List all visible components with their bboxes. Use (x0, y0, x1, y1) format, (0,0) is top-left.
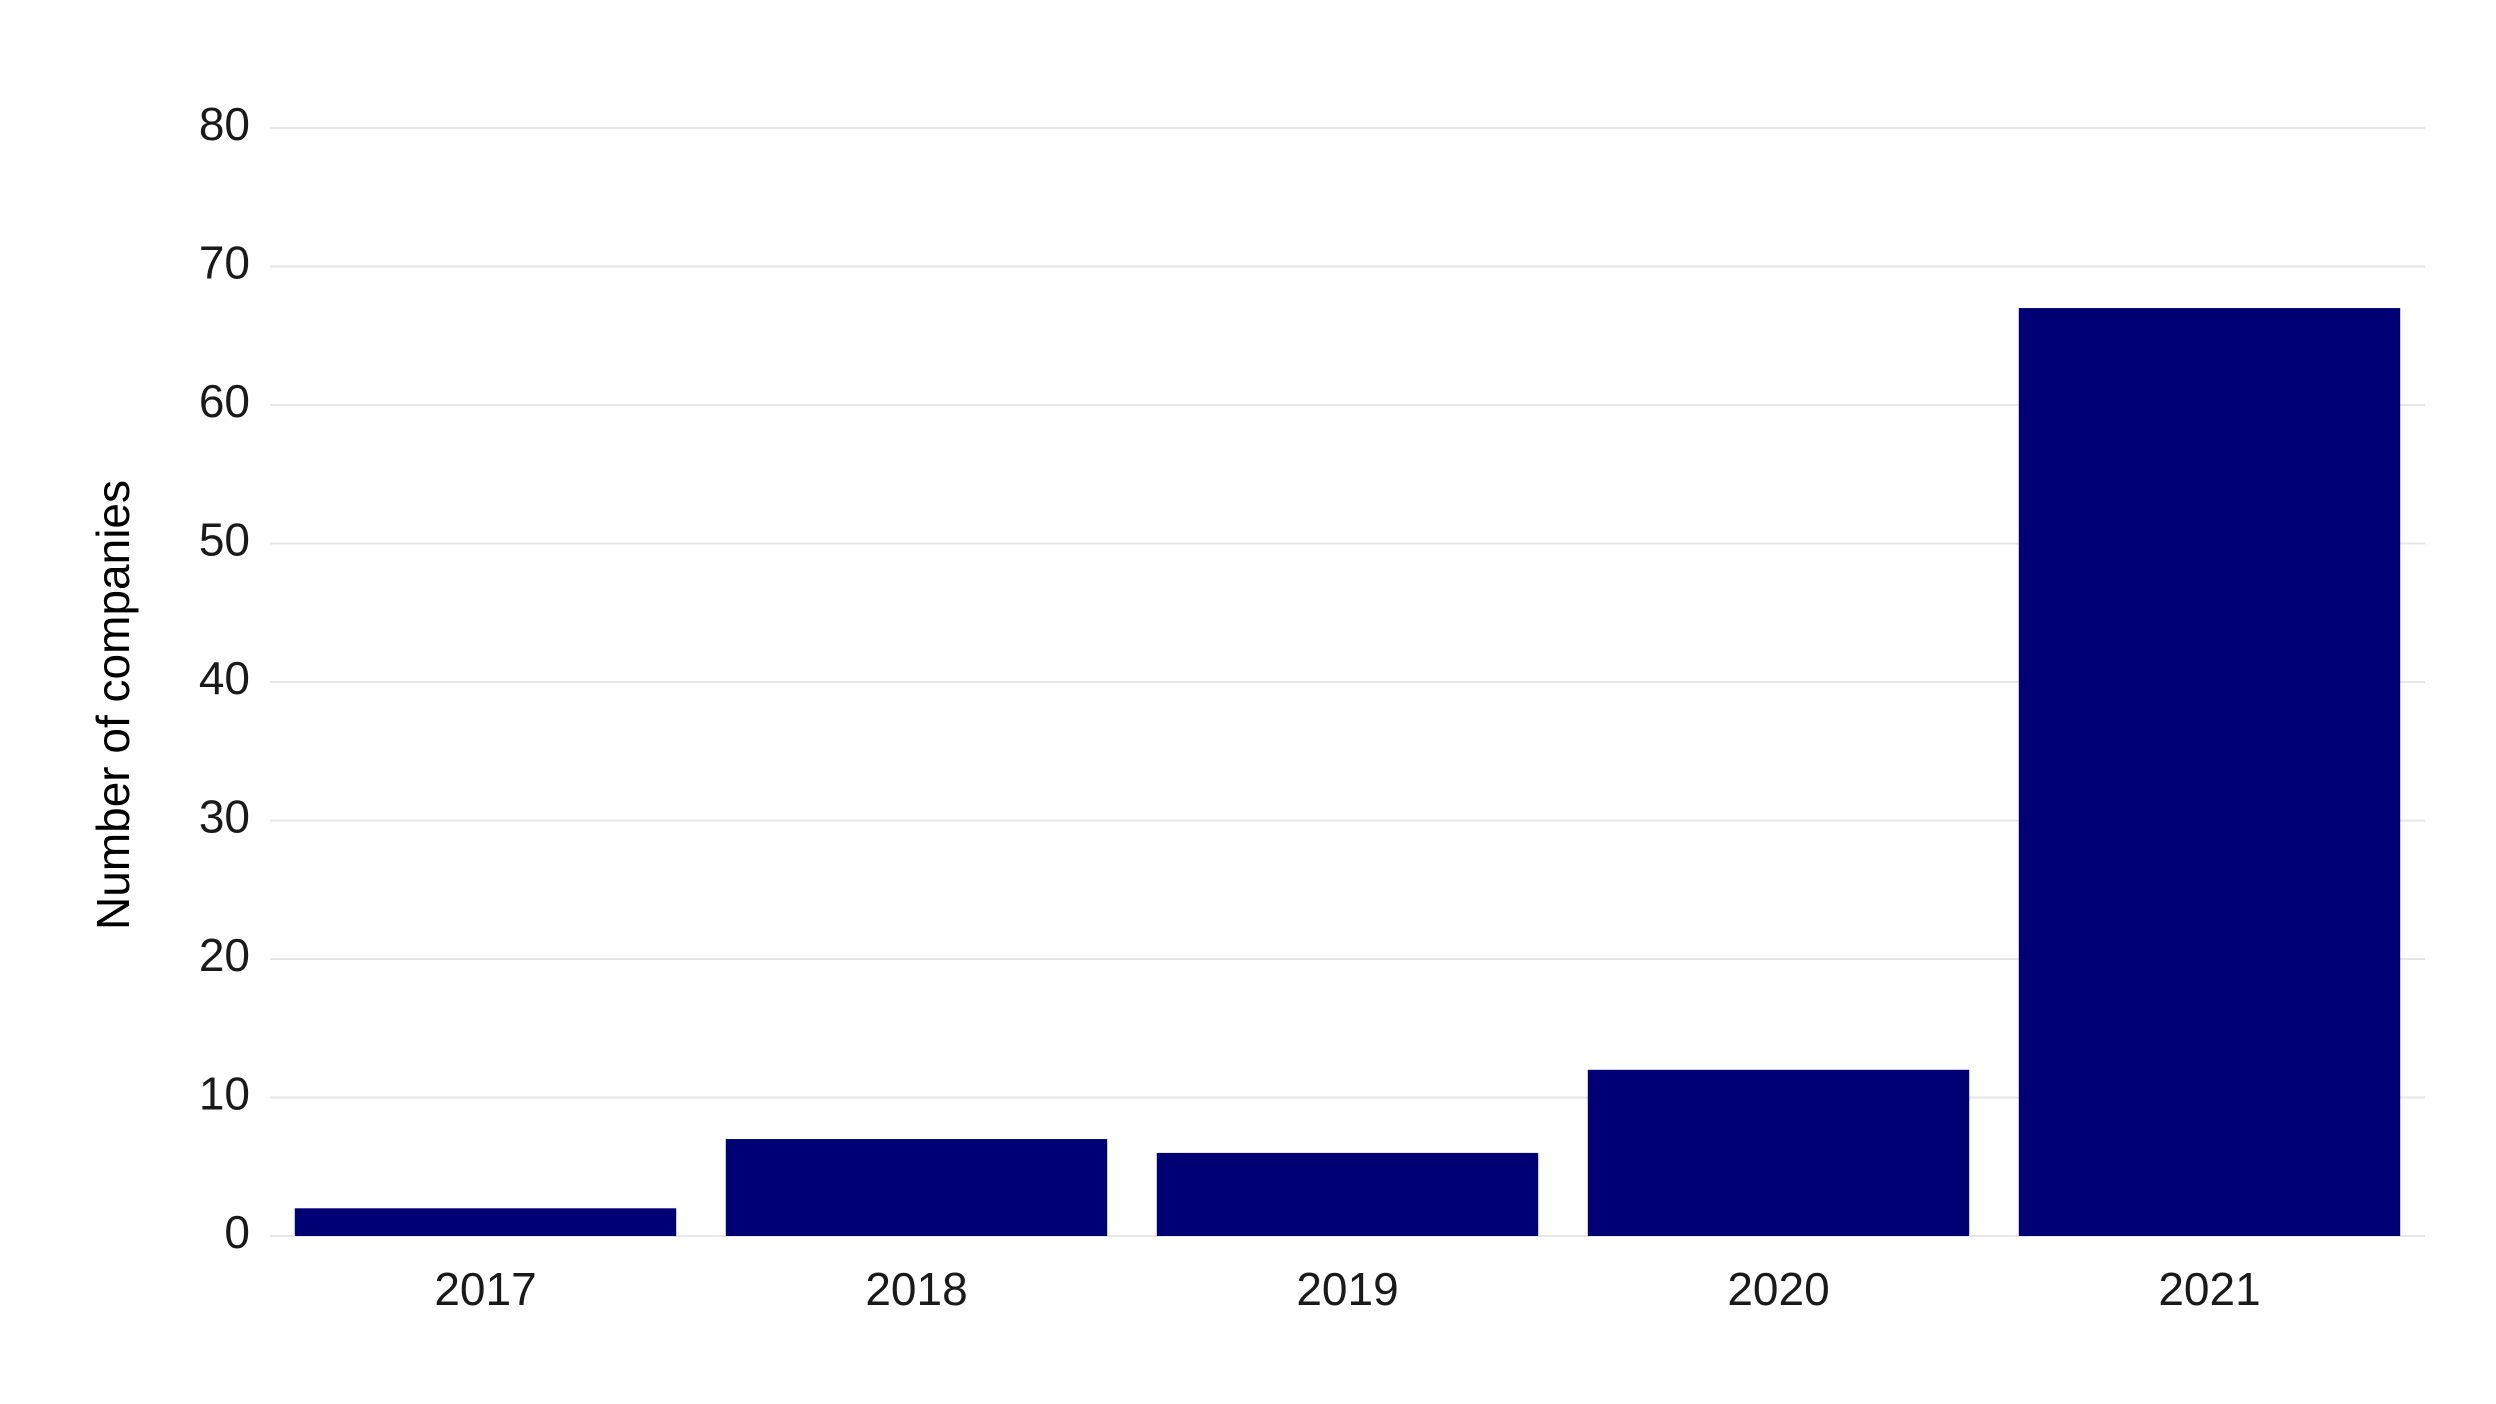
x-tick-label: 2019 (1296, 1263, 1398, 1315)
y-tick-label: 60 (199, 375, 250, 427)
y-tick-label: 20 (199, 929, 250, 981)
bar-2018 (725, 1139, 1108, 1236)
y-axis-title: Number of companies (87, 480, 139, 930)
x-tick-label: 2017 (434, 1263, 536, 1315)
y-tick-label: 80 (199, 98, 250, 150)
y-tick-label: 0 (224, 1206, 250, 1258)
y-tick-label: 50 (199, 514, 250, 566)
bar-2019 (1156, 1152, 1539, 1236)
y-tick-label: 30 (199, 791, 250, 843)
x-tick-label: 2020 (1727, 1263, 1829, 1315)
bars (294, 308, 2401, 1236)
y-tick-label: 40 (199, 652, 250, 704)
bar-2017 (294, 1208, 677, 1236)
y-tick-label: 70 (199, 237, 250, 289)
x-tick-label: 2021 (2158, 1263, 2260, 1315)
gridlines (270, 127, 2425, 1237)
y-tick-label: 10 (199, 1068, 250, 1120)
bar-2021 (2018, 308, 2401, 1236)
x-tick-label: 2018 (865, 1263, 967, 1315)
y-axis-ticks: 0 10 20 30 40 50 60 70 80 (199, 98, 250, 1258)
bar-2020 (1587, 1069, 1970, 1236)
x-axis-ticks: 2017 2018 2019 2020 2021 (434, 1263, 2260, 1315)
